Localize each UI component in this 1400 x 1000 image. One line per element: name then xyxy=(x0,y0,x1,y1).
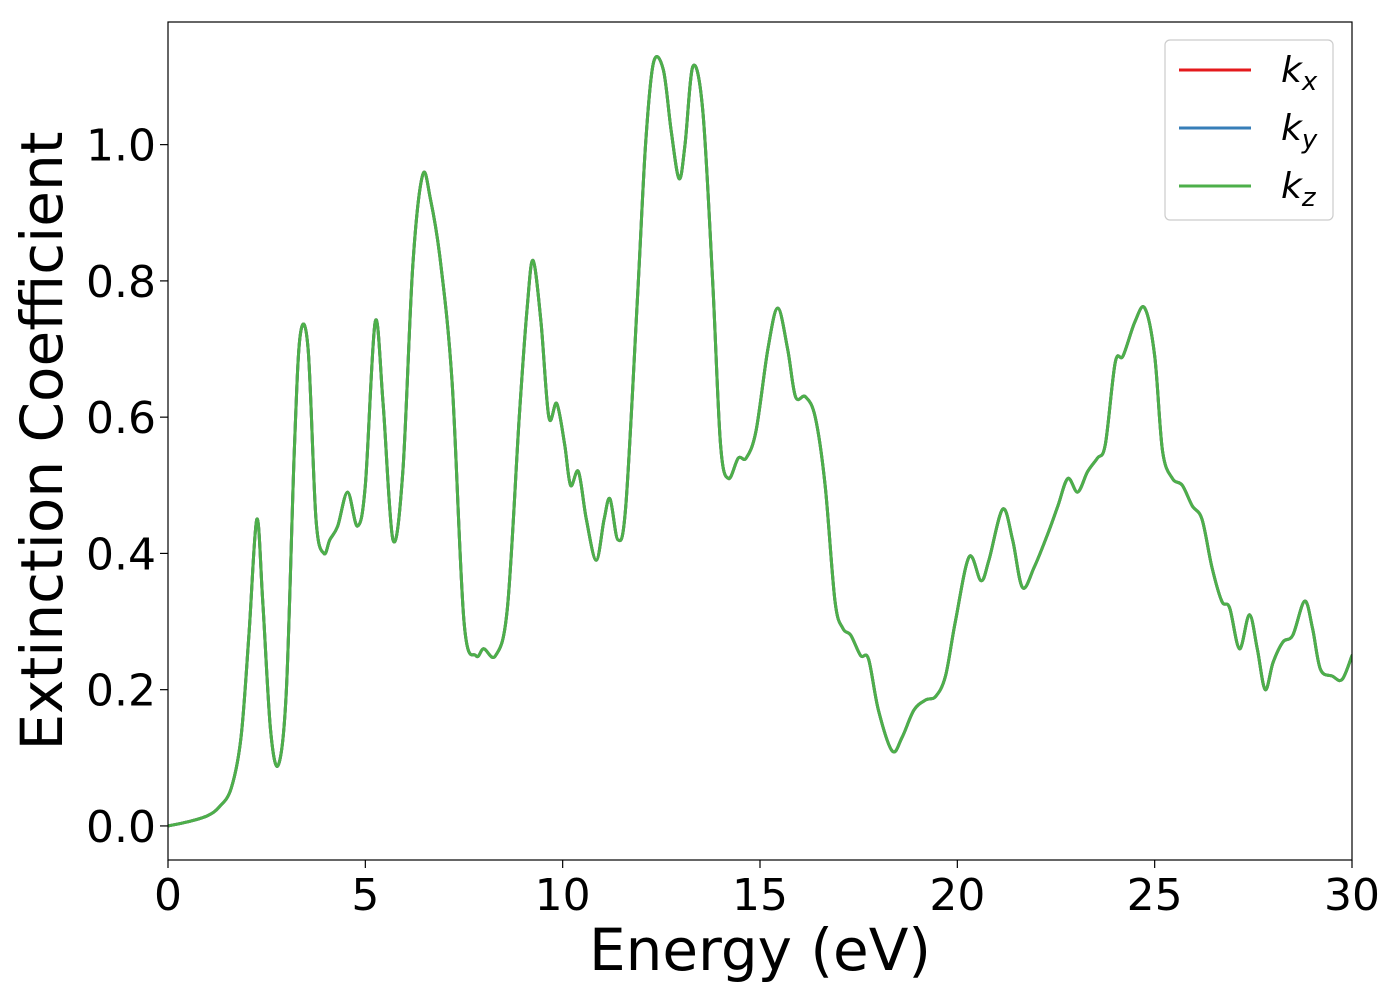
y-tick-label: 0.8 xyxy=(86,257,156,308)
x-tick-label: 15 xyxy=(732,870,788,921)
y-tick-label: 0.2 xyxy=(86,666,156,717)
y-axis-label: Extinction Coefficient xyxy=(8,132,76,751)
y-tick-label: 1.0 xyxy=(86,121,156,172)
legend: kx ky kz xyxy=(1164,39,1334,221)
x-tick-label: 25 xyxy=(1127,870,1183,921)
x-tick-label: 20 xyxy=(929,870,985,921)
legend-label-k-y: ky xyxy=(1281,108,1318,155)
legend-label-k-x: kx xyxy=(1281,50,1318,97)
y-tick-label: 0.0 xyxy=(86,802,156,853)
series-line-k-z xyxy=(168,55,1352,828)
y-tick-label: 0.4 xyxy=(86,529,156,580)
legend-label-k-z: kz xyxy=(1281,166,1317,213)
legend-box xyxy=(1164,39,1334,221)
axes-layer: 0 5 10 15 20 25 30 0.0 0.2 0.4 0.6 0.8 1.0 Energy (eV… xyxy=(8,21,1380,984)
x-tick-label: 5 xyxy=(351,870,379,921)
x-axis-label: Energy (eV) xyxy=(589,916,931,984)
x-tick-label: 30 xyxy=(1324,870,1380,921)
x-tick-label: 0 xyxy=(154,870,182,921)
y-tick-label: 0.6 xyxy=(86,393,156,444)
series-layer xyxy=(168,55,1352,828)
x-tick-label: 10 xyxy=(535,870,591,921)
